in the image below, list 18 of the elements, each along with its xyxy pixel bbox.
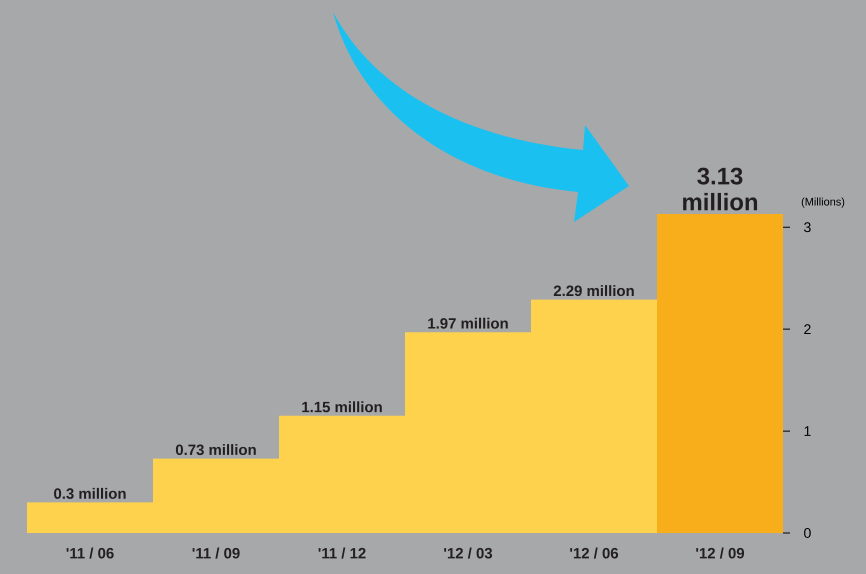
y-tick-label: 2 (804, 324, 811, 334)
data-label: 0.73 million (176, 444, 256, 456)
x-tick-label: '11 / 09 (192, 548, 240, 559)
data-label: 1.15 million (302, 401, 382, 412)
data-label: 0.3 million (54, 488, 126, 499)
x-tick-label: '12 / 09 (696, 548, 744, 559)
data-label: 1.97 million (428, 318, 508, 329)
x-tick-label: '11 / 12 (318, 548, 366, 559)
data-label: 2.29 million (554, 285, 634, 296)
bar (657, 214, 784, 533)
x-tick-label: '11 / 06 (66, 548, 114, 559)
x-tick-label: '12 / 03 (444, 548, 492, 559)
x-tick-label: '12 / 06 (570, 548, 618, 559)
y-tick-label: 3 (804, 222, 811, 232)
data-label: 3.13 million (683, 168, 758, 210)
y-tick-label: 1 (804, 426, 811, 436)
y-tick-label: 0 (804, 528, 811, 538)
y-axis-title: (Millions) (802, 198, 844, 208)
